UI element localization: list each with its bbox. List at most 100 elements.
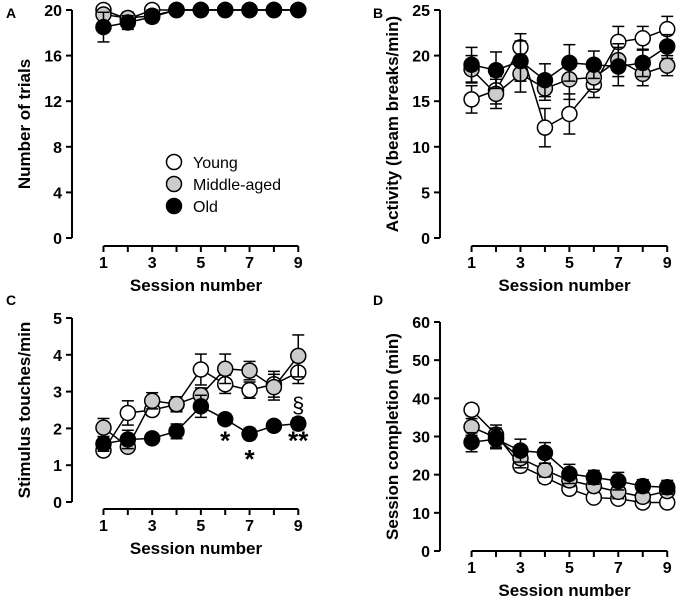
y-tick-label: 2 [53, 421, 62, 438]
data-point [95, 18, 112, 36]
data-point [658, 57, 676, 74]
data-point [119, 14, 137, 31]
data-point [95, 435, 112, 453]
y-axis-title: Stimulus touches/min [15, 322, 34, 499]
data-point [585, 469, 603, 486]
legend-label: Old [193, 199, 218, 216]
data-point [290, 347, 307, 365]
data-point [216, 360, 234, 378]
y-tick-label: 0 [53, 231, 62, 248]
data-point [658, 38, 676, 55]
data-point [487, 430, 505, 448]
legend-marker [165, 197, 183, 215]
x-axis-title: Session number [130, 276, 263, 295]
x-tick-label: 3 [516, 255, 525, 272]
data-point [536, 444, 554, 462]
panel-letter: C [6, 292, 16, 308]
y-tick-label: 0 [53, 495, 62, 512]
legend-marker [165, 153, 183, 171]
x-axis-title: Session number [498, 276, 631, 295]
y-tick-label: 25 [412, 3, 430, 20]
x-tick-label: 1 [467, 255, 476, 272]
data-point [463, 56, 480, 73]
data-point [192, 361, 210, 378]
data-point [463, 91, 480, 108]
y-tick-label: 16 [44, 49, 62, 66]
y-axis-title: Session completion (min) [383, 333, 402, 540]
x-tick-label: 5 [196, 518, 205, 535]
x-tick-label: 3 [516, 560, 525, 577]
panel-letter: A [6, 5, 16, 21]
x-tick-label: 7 [245, 518, 254, 535]
data-point [634, 30, 652, 47]
data-point [658, 479, 676, 496]
data-point [143, 392, 161, 410]
legend-label: Young [193, 155, 238, 172]
significance-marker: § [292, 393, 304, 418]
series-old [463, 33, 676, 98]
y-tick-label: 20 [412, 468, 430, 485]
x-tick-label: 9 [663, 560, 672, 577]
y-tick-label: 15 [412, 94, 430, 111]
data-point [95, 419, 112, 436]
y-tick-label: 10 [412, 140, 430, 157]
y-tick-label: 12 [44, 94, 62, 111]
data-point [536, 119, 554, 136]
data-point [241, 362, 258, 379]
y-tick-label: 60 [412, 315, 430, 332]
y-tick-label: 20 [412, 49, 430, 66]
x-tick-label: 1 [99, 255, 108, 272]
data-point [290, 415, 307, 432]
data-point [265, 417, 283, 435]
x-tick-label: 7 [614, 255, 623, 272]
x-tick-label: 9 [294, 255, 303, 272]
data-point [561, 105, 578, 123]
data-point [610, 472, 627, 490]
y-tick-label: 0 [421, 231, 430, 248]
data-point [119, 404, 137, 422]
data-point [561, 54, 578, 72]
data-point [536, 461, 554, 479]
significance-marker: ** [288, 425, 309, 455]
legend: Young Middle-aged Old [165, 153, 281, 216]
x-tick-label: 1 [467, 560, 476, 577]
x-tick-label: 7 [614, 560, 623, 577]
series-old [95, 394, 307, 453]
data-point [168, 395, 185, 413]
data-point [634, 54, 652, 72]
series-old [463, 428, 676, 496]
y-tick-label: 0 [421, 544, 430, 561]
legend-label: Middle-aged [193, 177, 281, 194]
data-point [463, 401, 480, 419]
y-tick-label: 5 [53, 311, 62, 328]
y-tick-label: 30 [412, 430, 430, 447]
significance-marker: * [245, 444, 256, 474]
x-tick-label: 3 [148, 518, 157, 535]
data-point [143, 430, 161, 447]
data-point [241, 425, 258, 443]
panel-letter: D [373, 292, 383, 308]
panel-d: D 0 10 20 30 40 50 60 1 3 5 7 9 Session number Session… [373, 292, 676, 600]
data-point [216, 1, 234, 19]
y-tick-label: 1 [53, 458, 62, 475]
x-tick-label: 3 [148, 255, 157, 272]
x-tick-label: 5 [565, 255, 574, 272]
data-point [634, 477, 652, 495]
panel-letter: B [373, 5, 383, 21]
data-point [487, 61, 505, 79]
x-tick-label: 5 [196, 255, 205, 272]
x-tick-label: 5 [565, 560, 574, 577]
data-point [265, 378, 283, 396]
series-old [95, 1, 307, 43]
data-point [241, 1, 258, 19]
data-point [168, 423, 185, 440]
data-point [241, 381, 258, 399]
y-tick-label: 5 [421, 185, 430, 202]
y-axis-title: Number of trials [15, 59, 34, 189]
significance-marker: * [220, 425, 231, 455]
legend-marker [165, 175, 183, 193]
x-tick-label: 9 [663, 255, 672, 272]
data-point [512, 442, 529, 459]
y-tick-label: 4 [53, 348, 62, 365]
